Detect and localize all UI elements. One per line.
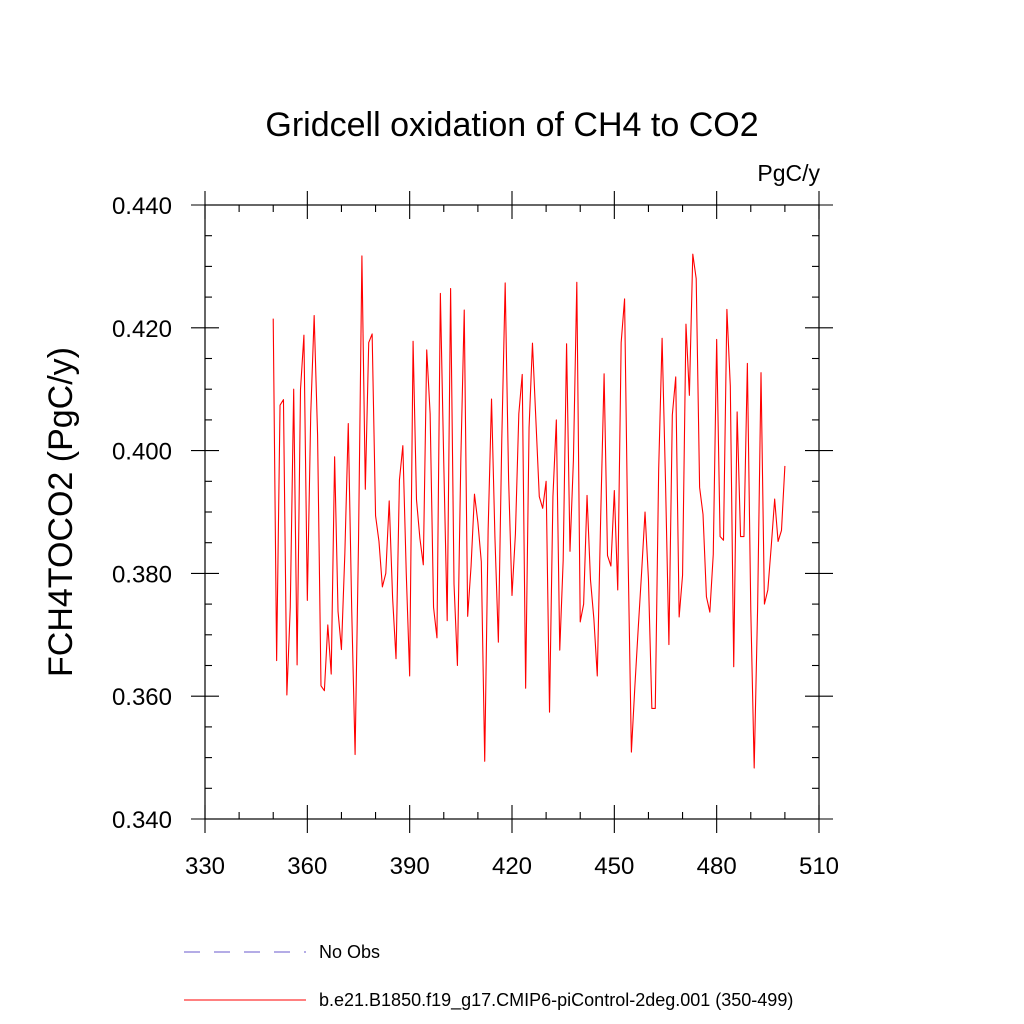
y-tick-label: 0.440	[112, 193, 172, 220]
y-tick-label: 0.380	[112, 561, 172, 588]
series-line	[272, 253, 786, 769]
x-tick-label: 510	[799, 853, 839, 880]
legend-label: b.e21.B1850.f19_g17.CMIP6-piControl-2deg…	[319, 990, 793, 1011]
y-tick-label: 0.400	[112, 439, 172, 466]
legend-label: No Obs	[319, 942, 380, 962]
y-tick-label: 0.420	[112, 316, 172, 343]
axis-ticks: 330 360 390 420 450 480 510 0.340 0.360 0.380 0.40…	[112, 191, 839, 880]
y-axis-label: FCH4TOCO2 (PgC/y)	[42, 347, 80, 677]
x-tick-label: 420	[492, 853, 532, 880]
x-tick-label: 360	[287, 853, 327, 880]
x-tick-label: 480	[697, 853, 737, 880]
chart-title: Gridcell oxidation of CH4 to CO2	[265, 106, 758, 144]
y-tick-label: 0.360	[112, 684, 172, 711]
y-tick-label: 0.340	[112, 807, 172, 834]
x-tick-label: 330	[185, 853, 225, 880]
series-layer	[272, 253, 786, 769]
x-tick-label: 390	[390, 853, 430, 880]
units-label: PgC/y	[757, 160, 820, 186]
legend: No Obs b.e21.B1850.f19_g17.CMIP6-piContro…	[184, 942, 793, 1011]
plot-frame	[204, 204, 820, 820]
x-tick-label: 450	[594, 853, 634, 880]
